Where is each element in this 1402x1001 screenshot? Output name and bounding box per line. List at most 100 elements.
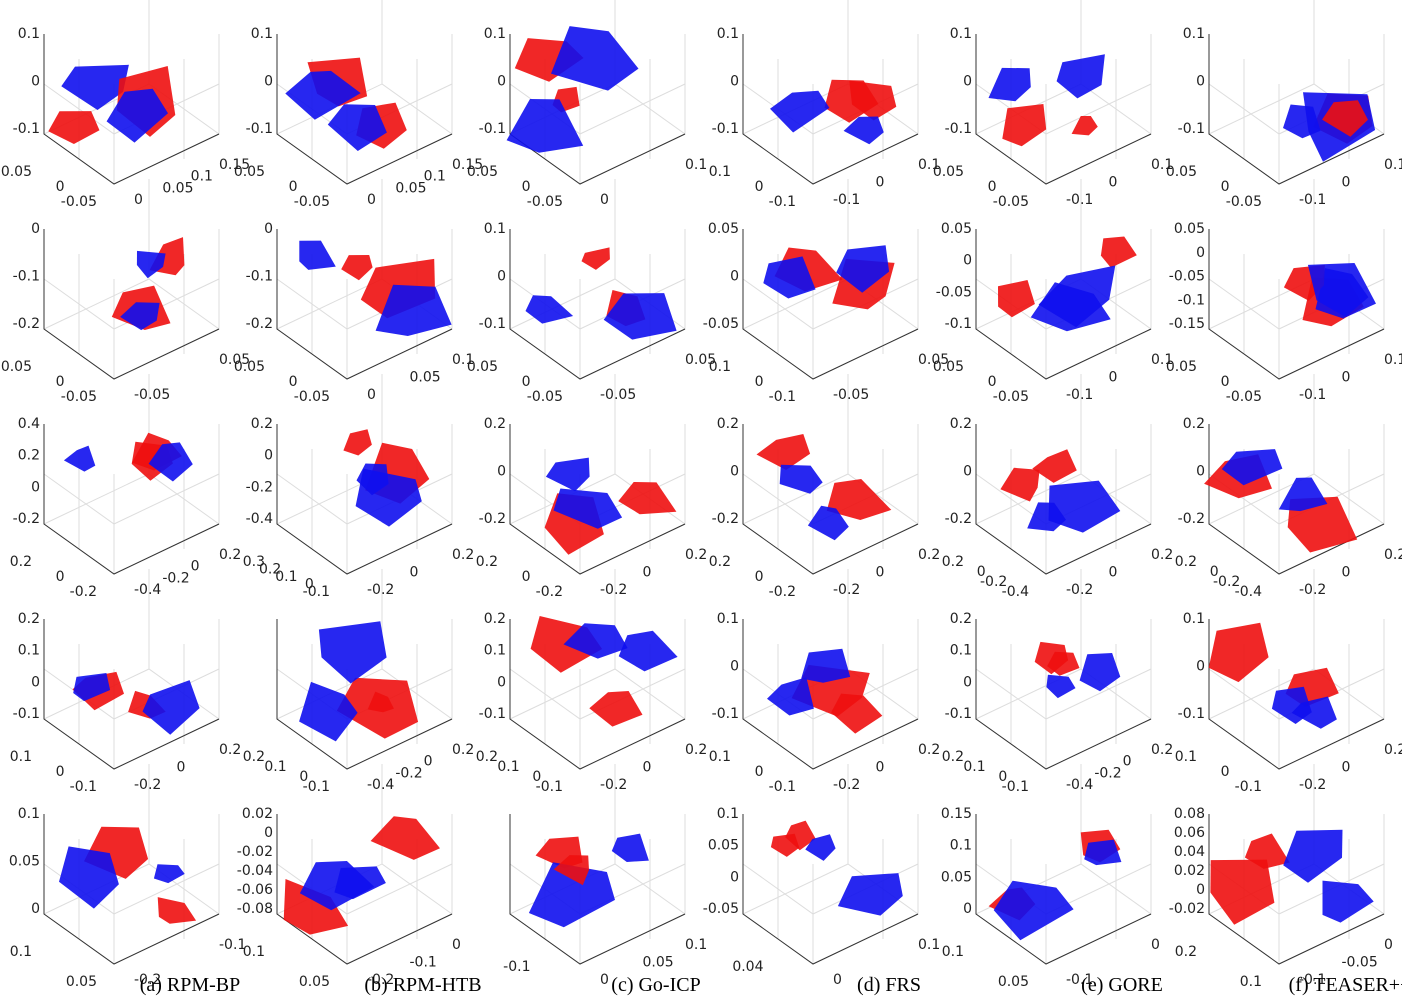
x-tick-label: 0.05: [1, 164, 32, 180]
y-tick-label: 0: [424, 754, 433, 770]
axis: [976, 34, 1151, 184]
z-tick-label: -0.1: [479, 121, 506, 137]
y-tick-label: 0.05: [162, 180, 193, 196]
y-tick-label: -0.2: [134, 777, 161, 793]
z-tick-label: 0: [963, 253, 972, 269]
panel: 0.20-0.20.20-0.2-0.200.2: [476, 374, 708, 600]
panel: 0.10-0.10.10-0.1-0.200.2: [709, 569, 941, 795]
z-tick-label: 0: [31, 221, 40, 237]
point-cloud: [989, 68, 1031, 101]
x-tick-label: 0: [1221, 179, 1230, 195]
panel: 0.10-0.10.10-0.1-0.100.1: [709, 0, 941, 210]
z-tick-label: 0: [1196, 882, 1205, 898]
z-tick-label: 0.2: [18, 611, 40, 627]
z-tick-label: 0: [497, 269, 506, 285]
z-tick-label: -0.2: [246, 479, 273, 495]
point-cloud: [299, 241, 336, 270]
z-tick-label: -0.2: [479, 511, 506, 527]
point-cloud: [1323, 881, 1374, 923]
y-tick-label: -0.05: [833, 387, 869, 403]
z-tick-label: 0.1: [18, 806, 40, 822]
z-tick-label: 0.2: [1183, 416, 1205, 432]
x-tick-label: 0: [522, 569, 531, 585]
z-tick-label: -0.1: [479, 706, 506, 722]
point-cloud: [1209, 623, 1269, 682]
x-tick-label: 0.1: [10, 749, 32, 765]
x-tick-label: 0: [755, 569, 764, 585]
y-tick-label: 0: [1151, 937, 1160, 953]
y-tick-label: -0.2: [600, 777, 627, 793]
z-tick-label: -0.05: [936, 284, 972, 300]
panel: 0.10-0.10.050-0.05-0.050.05: [467, 179, 716, 405]
point-cloud: [619, 631, 678, 672]
y-tick-label: -0.2: [162, 570, 189, 586]
point-cloud: [612, 834, 649, 862]
x-tick-label: -0.4: [1235, 584, 1262, 600]
y-tick-label: -0.2: [1299, 777, 1326, 793]
z-tick-label: 0.1: [950, 838, 972, 854]
z-tick-label: 0.05: [708, 838, 739, 854]
z-tick-label: -0.1: [1178, 706, 1205, 722]
panel: 0.20.10-0.1-0.4-0.200.2: [243, 569, 475, 795]
y-tick-label: 0: [643, 760, 652, 776]
z-tick-label: -0.1: [1178, 292, 1205, 308]
caption: (e) GORE: [1081, 974, 1163, 996]
point-cloud: [771, 834, 799, 857]
x-tick-label: 0: [56, 374, 65, 390]
z-tick-label: -0.02: [237, 844, 273, 860]
x-tick-label: -0.2: [536, 584, 563, 600]
y-tick-label: 0: [367, 387, 376, 403]
z-tick-label: -0.2: [13, 316, 40, 332]
x-tick-label: -0.4: [1002, 584, 1029, 600]
y-tick-label: -0.1: [833, 192, 860, 208]
box-grid: [1209, 0, 1384, 184]
x-tick-label: 0: [56, 179, 65, 195]
z-tick-label: 0.02: [242, 806, 273, 822]
y-tick-label: 0.05: [410, 370, 441, 386]
x-tick-label: 0.05: [1166, 164, 1197, 180]
y-tick-label: 0.2: [918, 742, 940, 758]
x-tick-label: 0: [522, 179, 531, 195]
axis: [743, 229, 918, 379]
z-tick-label: -0.1: [1178, 121, 1205, 137]
y-tick-label: 0: [643, 565, 652, 581]
z-tick-label: 0.15: [941, 806, 972, 822]
x-tick-label: 0.1: [709, 359, 731, 375]
axis: [976, 814, 1151, 964]
point-cloud: [801, 649, 850, 683]
x-tick-label: 0.05: [234, 164, 265, 180]
x-tick-label: 0.04: [732, 959, 763, 975]
y-tick-label: 0: [410, 565, 419, 581]
z-tick-label: 0.04: [1174, 844, 1205, 860]
point-cloud: [59, 846, 119, 908]
z-tick-label: 0: [31, 74, 40, 90]
point-cloud: [1101, 237, 1137, 268]
x-tick-label: -0.05: [993, 389, 1029, 405]
x-tick-label: 0.05: [933, 164, 964, 180]
z-tick-label: 0: [730, 74, 739, 90]
point-cloud: [589, 691, 642, 727]
x-tick-label: 0.1: [709, 749, 731, 765]
y-tick-label: 0: [1342, 565, 1351, 581]
z-tick-label: -0.2: [1178, 511, 1205, 527]
point-cloud: [838, 873, 903, 916]
y-tick-label: -0.2: [833, 777, 860, 793]
y-tick-label: 0: [1123, 754, 1132, 770]
x-tick-label: 0.2: [942, 749, 964, 765]
point-cloud: [343, 429, 372, 455]
panel: 0.20.10-0.10.20.10-0.1-0.4-0.200.2: [942, 569, 1174, 795]
x-tick-label: 0.05: [1166, 359, 1197, 375]
z-tick-label: -0.2: [945, 511, 972, 527]
z-tick-label: 0.05: [1174, 221, 1205, 237]
y-tick-label: 0.05: [643, 955, 674, 971]
x-tick-label: 0.1: [264, 759, 286, 775]
z-tick-label: 0: [497, 74, 506, 90]
z-tick-label: 0: [264, 74, 273, 90]
panel: 0.10-0.10.050-0.0500.050.10.15: [234, 0, 483, 210]
x-tick-label: 0.05: [467, 164, 498, 180]
y-tick-label: 0.1: [685, 937, 707, 953]
x-tick-label: -0.05: [993, 194, 1029, 210]
y-tick-label: 0: [876, 565, 885, 581]
z-tick-label: 0.08: [1174, 806, 1205, 822]
x-tick-label: 0.2: [476, 749, 498, 765]
